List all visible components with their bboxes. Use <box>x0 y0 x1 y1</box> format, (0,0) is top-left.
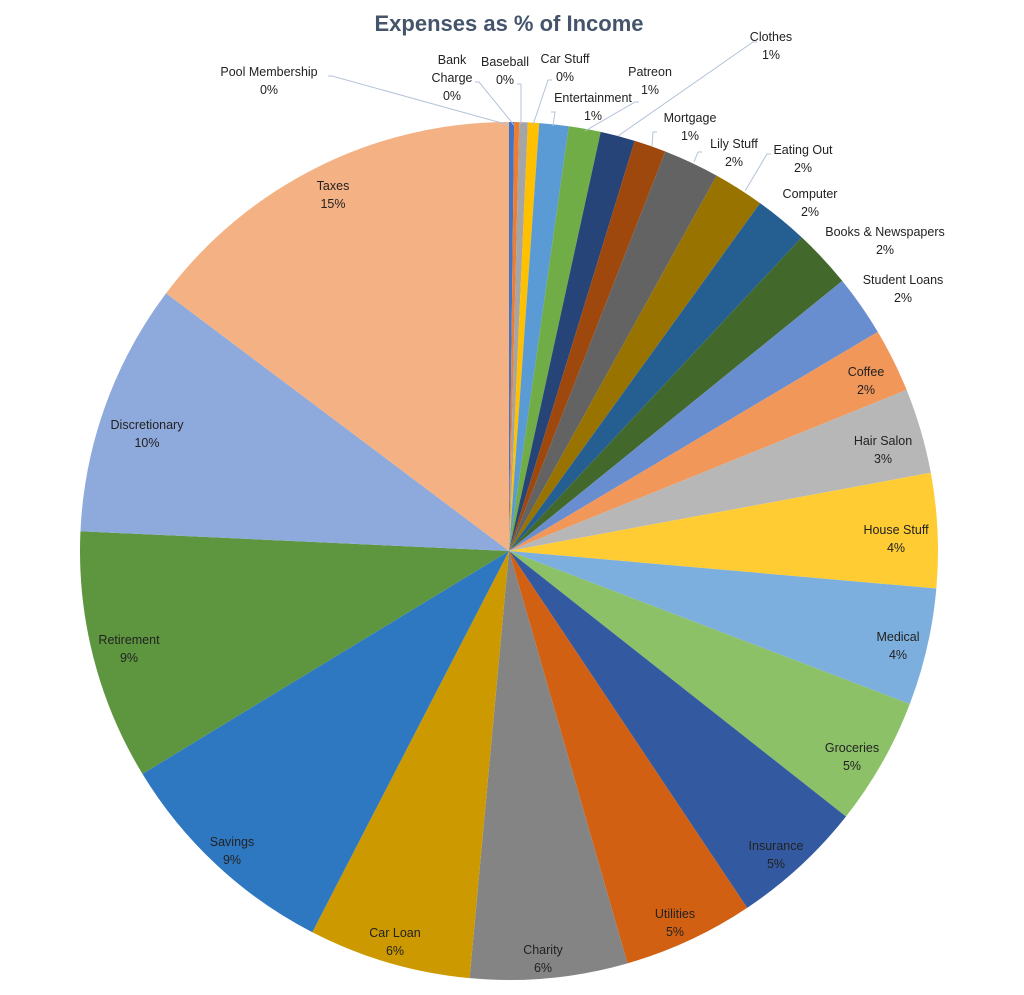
data-label: Pool Membership 0% <box>220 65 317 97</box>
pie-slice-computer <box>509 203 802 551</box>
data-label: Mortgage 1% <box>664 111 717 143</box>
pie-slice-mortgage <box>509 140 666 552</box>
pie-slice-eating-out <box>509 175 761 551</box>
leader-line <box>551 111 556 127</box>
data-label: Medical 4% <box>876 630 919 662</box>
data-label: Patreon 1% <box>628 65 672 97</box>
data-label: Clothes 1% <box>750 30 792 62</box>
data-label: Taxes 15% <box>317 179 350 211</box>
pie-slice-utilities <box>509 551 748 964</box>
data-label: Coffee 2% <box>848 365 885 397</box>
pie-slice-retirement <box>79 531 509 774</box>
pie-slice-coffee <box>509 331 907 551</box>
pie-slice-car-stuff <box>509 122 540 551</box>
leader-line <box>475 81 515 126</box>
data-label: Eating Out 2% <box>773 143 833 175</box>
pie-slice-house-stuff <box>509 472 939 589</box>
data-label: Savings 9% <box>210 835 254 867</box>
data-label: Computer 2% <box>783 187 838 219</box>
pie-slice-insurance <box>509 551 846 908</box>
pie-slice-bank-charge <box>509 122 520 552</box>
leader-lines <box>328 41 771 192</box>
pie-slice-charity <box>469 551 628 980</box>
data-label: House Stuff 4% <box>863 523 929 555</box>
leader-line <box>651 131 657 147</box>
leader-line <box>744 153 771 192</box>
data-label: Charity 6% <box>523 943 563 975</box>
data-label: Car Stuff 0% <box>540 52 590 84</box>
pie-slice-baseball <box>509 122 528 552</box>
pie-slice-savings <box>142 551 509 933</box>
pie-slice-car-loan <box>312 551 509 979</box>
data-labels: Pool Membership 0% Bank Charge 0%Baseball 0% C… <box>98 30 944 975</box>
pie-slice-pool-membership <box>509 122 515 551</box>
data-label: Books & Newspapers 2% <box>825 225 945 257</box>
pie-slice-student-loans <box>509 280 878 551</box>
leader-line <box>532 79 552 126</box>
pie-slice-hair-salon <box>509 389 931 551</box>
leader-line <box>328 75 510 126</box>
data-label: Discretionary 10% <box>111 418 185 450</box>
data-label: Baseball 0% <box>481 55 529 87</box>
data-label: Student Loans 2% <box>863 273 944 305</box>
pie-slice-books-newspapers <box>509 237 843 551</box>
data-label: Entertainment 1% <box>554 91 632 123</box>
pie-slice-medical <box>509 551 937 705</box>
pie-slice-patreon <box>509 126 601 551</box>
data-label: Retirement 9% <box>98 633 160 665</box>
leader-line <box>517 83 522 124</box>
leader-line <box>693 151 702 163</box>
pie-slice-lily-stuff <box>509 151 717 551</box>
pie-slice-entertainment <box>509 123 569 551</box>
data-label: Insurance 5% <box>749 839 804 871</box>
data-label: Bank Charge 0% <box>432 53 473 103</box>
chart-title: Expenses as % of Income <box>375 11 644 36</box>
data-label: Car Loan 6% <box>369 926 420 958</box>
data-label: Hair Salon 3% <box>854 434 912 466</box>
data-label: Utilities 5% <box>655 907 695 939</box>
leader-line <box>617 41 757 137</box>
leader-line <box>584 101 639 132</box>
pie-slice-clothes <box>509 131 635 551</box>
data-label: Groceries 5% <box>825 741 879 773</box>
pie-slices <box>79 121 939 980</box>
pie-slice-groceries <box>509 551 910 817</box>
pie-slice-discretionary <box>80 293 509 551</box>
pie-slice-taxes <box>166 121 509 551</box>
data-label: Lily Stuff 2% <box>710 137 758 169</box>
